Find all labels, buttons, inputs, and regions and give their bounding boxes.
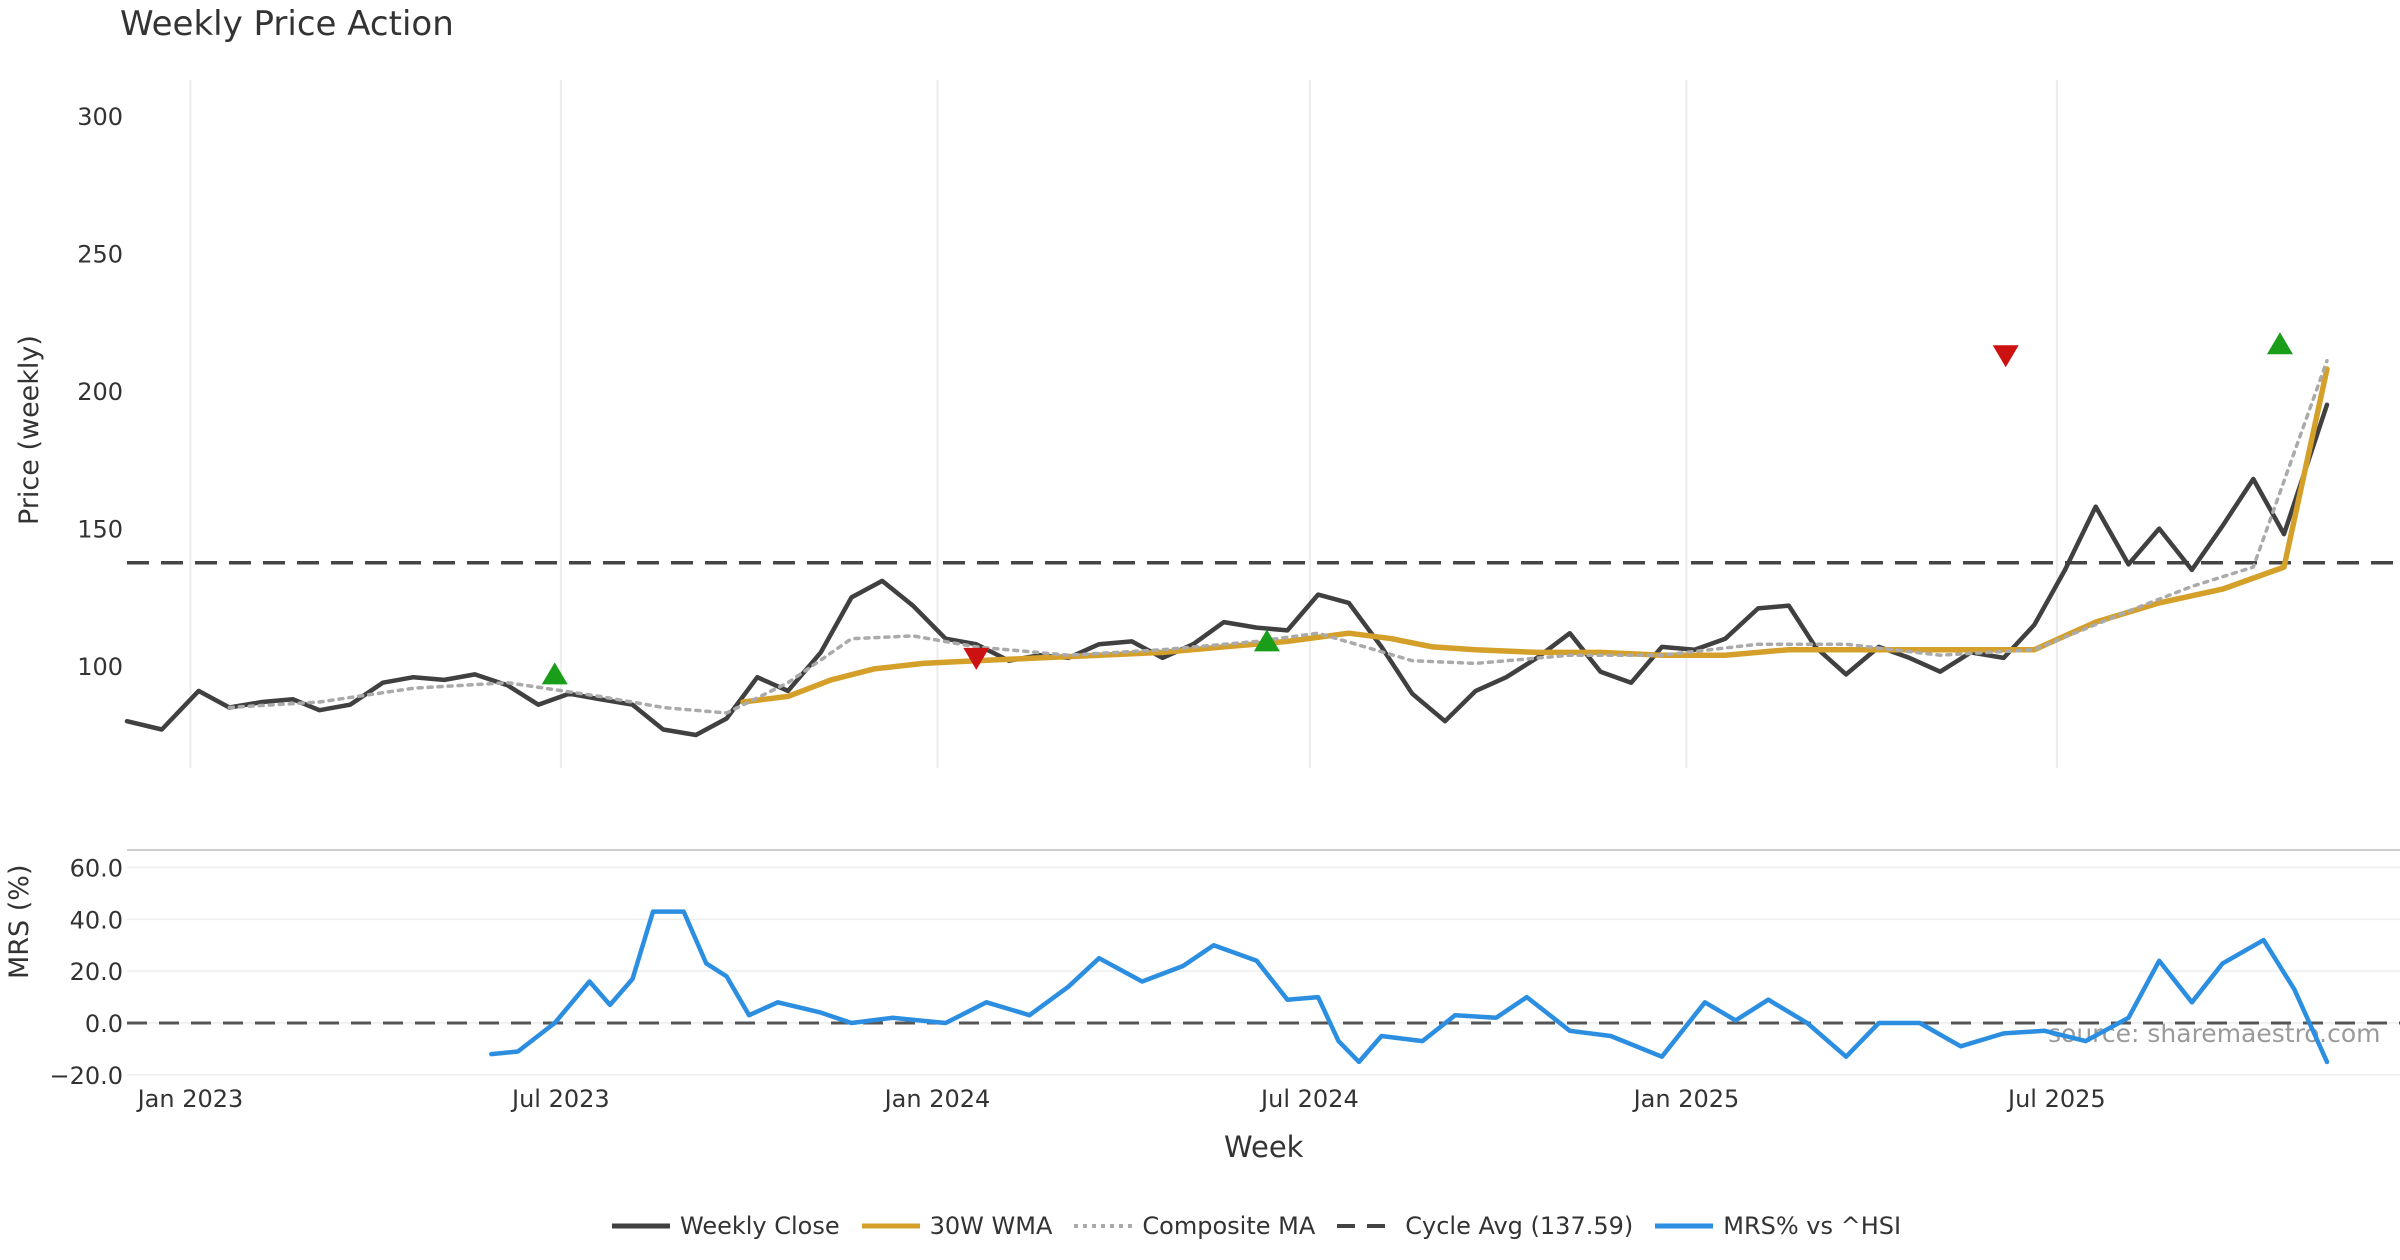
price-y-tick-300: 300 [77, 103, 123, 131]
legend-swatch-composite-ma [1074, 1224, 1133, 1228]
mrs-y-tick-3: 0.0 [85, 1010, 123, 1038]
mrs-y-tick-1: 40.0 [70, 906, 123, 934]
legend-item-30w-wma: 30W WMA [861, 1212, 1053, 1240]
x-tick-label-jan-2024: Jan 2024 [883, 1085, 991, 1113]
price-y-tick-200: 200 [77, 378, 123, 406]
legend: Weekly Close 30W WMA Composite MA Cycle … [612, 1212, 1901, 1240]
buy-signal-marker-0 [541, 662, 568, 685]
legend-swatch-weekly-close [612, 1223, 670, 1229]
legend-label-30w-wma: 30W WMA [929, 1212, 1053, 1240]
x-tick-label-jan-2023: Jan 2023 [136, 1085, 244, 1113]
sell-signal-marker-1 [963, 647, 990, 670]
buy-signal-marker-4 [2266, 332, 2293, 355]
legend-item-cycle-avg: Cycle Avg (137.59) [1337, 1212, 1633, 1240]
legend-item-composite-ma: Composite MA [1074, 1212, 1315, 1240]
price-y-tick-250: 250 [77, 240, 123, 268]
legend-label-mrs: MRS% vs ^HSI [1723, 1212, 1902, 1240]
legend-label-cycle-avg: Cycle Avg (137.59) [1405, 1212, 1634, 1240]
x-tick-label-jul-2024: Jul 2024 [1259, 1085, 1359, 1113]
price-y-tick-100: 100 [77, 653, 123, 681]
sell-signal-marker-3 [1992, 345, 2019, 368]
legend-item-weekly-close: Weekly Close [612, 1212, 840, 1240]
series-mrs-vs-hsi [489, 909, 2330, 1065]
price-y-tick-150: 150 [77, 516, 123, 544]
mrs-y-tick-2: 20.0 [70, 958, 123, 986]
legend-label-weekly-close: Weekly Close [680, 1212, 840, 1240]
x-tick-label-jan-2025: Jan 2025 [1632, 1085, 1740, 1113]
x-tick-label-jul-2025: Jul 2025 [2006, 1085, 2106, 1113]
mrs-y-tick-0: 60.0 [70, 855, 123, 883]
buy-signal-marker-2 [1253, 629, 1280, 652]
mrs-y-tick-4: −20.0 [49, 1062, 123, 1090]
legend-item-mrs: MRS% vs ^HSI [1655, 1212, 1901, 1240]
x-axis-label: Week [1224, 1130, 1304, 1164]
chart-title: Weekly Price Action [120, 4, 454, 44]
legend-label-composite-ma: Composite MA [1142, 1212, 1316, 1240]
legend-swatch-30w-wma [861, 1223, 920, 1229]
x-tick-label-jul-2023: Jul 2023 [510, 1085, 610, 1113]
legend-swatch-mrs [1655, 1223, 1714, 1229]
series-weekly-close [124, 402, 2330, 738]
legend-swatch-cycle-avg [1337, 1224, 1396, 1228]
series-composite-ma [227, 358, 2329, 715]
